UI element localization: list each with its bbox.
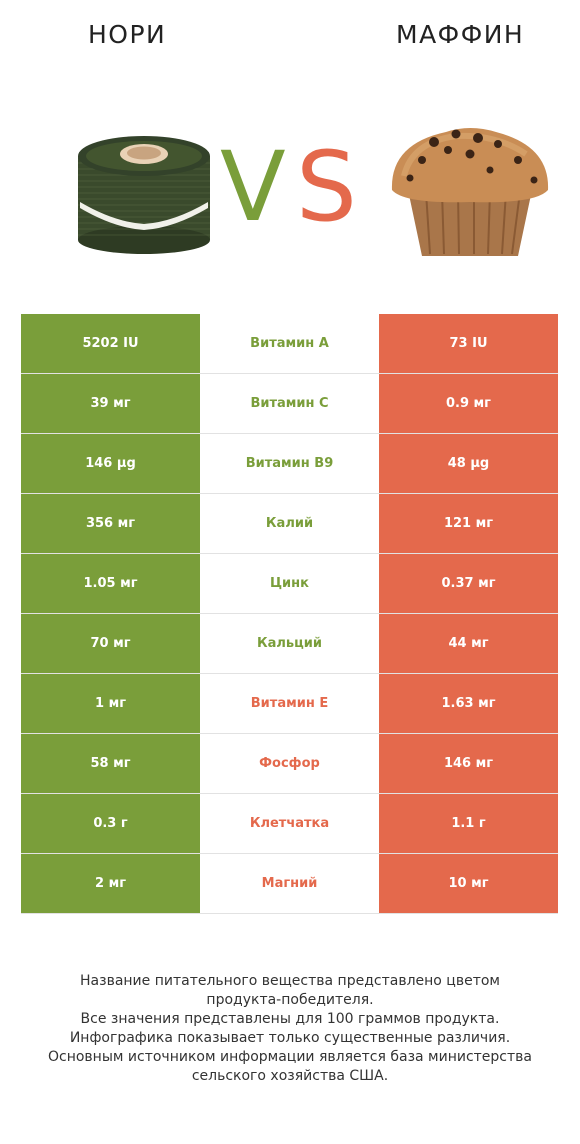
left-value: 39 мг bbox=[21, 373, 200, 434]
left-value: 58 мг bbox=[21, 733, 200, 794]
nutrient-name: Витамин A bbox=[200, 314, 379, 374]
right-value: 0.37 мг bbox=[379, 553, 558, 614]
muffin-image bbox=[391, 128, 549, 256]
footer-line: Основным источником информации является … bbox=[48, 1049, 532, 1065]
right-value: 1.1 г bbox=[379, 793, 558, 854]
footer-line: продукта-победителя. bbox=[206, 992, 374, 1008]
left-product-title: НОРИ bbox=[88, 20, 167, 49]
vs-logo: V S bbox=[220, 131, 357, 238]
right-value: 146 мг bbox=[379, 733, 558, 794]
nutrient-name: Фосфор bbox=[200, 733, 379, 794]
nutrient-row: 39 мг Витамин C 0.9 мг bbox=[21, 373, 558, 434]
footer-line: Название питательного вещества представл… bbox=[80, 973, 500, 989]
left-value: 1 мг bbox=[21, 673, 200, 734]
right-value: 10 мг bbox=[379, 853, 558, 914]
right-value: 48 µg bbox=[379, 433, 558, 494]
nutrient-name: Витамин C bbox=[200, 373, 379, 434]
nutrient-name: Витамин E bbox=[200, 673, 379, 734]
nutrient-row: 58 мг Фосфор 146 мг bbox=[21, 733, 558, 794]
comparison-table: 5202 IU Витамин A 73 IU 39 мг Витамин C 0.9 м… bbox=[21, 314, 558, 914]
nutrient-row: 2 мг Магний 10 мг bbox=[21, 853, 558, 914]
nutrient-row: 70 мг Кальций 44 мг bbox=[21, 613, 558, 674]
nutrient-name: Цинк bbox=[200, 553, 379, 614]
right-value: 0.9 мг bbox=[379, 373, 558, 434]
nutrient-row: 1 мг Витамин E 1.63 мг bbox=[21, 673, 558, 734]
nutrient-row: 5202 IU Витамин A 73 IU bbox=[21, 314, 558, 374]
left-value: 70 мг bbox=[21, 613, 200, 674]
right-value: 1.63 мг bbox=[379, 673, 558, 734]
right-value: 44 мг bbox=[379, 613, 558, 674]
nori-image bbox=[78, 136, 210, 254]
nutrient-name: Кальций bbox=[200, 613, 379, 674]
footer-line: сельского хозяйства США. bbox=[191, 1068, 389, 1084]
nutrient-name: Клетчатка bbox=[200, 793, 379, 854]
left-value: 0.3 г bbox=[21, 793, 200, 854]
left-value: 356 мг bbox=[21, 493, 200, 554]
nutrient-row: 0.3 г Клетчатка 1.1 г bbox=[21, 793, 558, 854]
left-value: 1.05 мг bbox=[21, 553, 200, 614]
nutrient-row: 356 мг Калий 121 мг bbox=[21, 493, 558, 554]
footer-line: Инфографика показывает только существенн… bbox=[69, 1030, 511, 1046]
left-value: 2 мг bbox=[21, 853, 200, 914]
left-value: 146 µg bbox=[21, 433, 200, 494]
nutrient-row: 146 µg Витамин B9 48 µg bbox=[21, 433, 558, 494]
nutrient-name: Витамин B9 bbox=[200, 433, 379, 494]
left-value: 5202 IU bbox=[21, 314, 200, 374]
vs-letter-v: V bbox=[220, 131, 286, 238]
right-product-title: МАФФИН bbox=[396, 20, 525, 49]
vs-letter-s: S bbox=[296, 131, 357, 238]
nutrient-row: 1.05 мг Цинк 0.37 мг bbox=[21, 553, 558, 614]
nutrient-name: Калий bbox=[200, 493, 379, 554]
footer-line: Все значения представлены для 100 граммо… bbox=[80, 1011, 500, 1027]
footer-note: Название питательного вещества представл… bbox=[20, 972, 560, 1086]
nutrient-name: Магний bbox=[200, 853, 379, 914]
right-value: 121 мг bbox=[379, 493, 558, 554]
right-value: 73 IU bbox=[379, 314, 558, 374]
